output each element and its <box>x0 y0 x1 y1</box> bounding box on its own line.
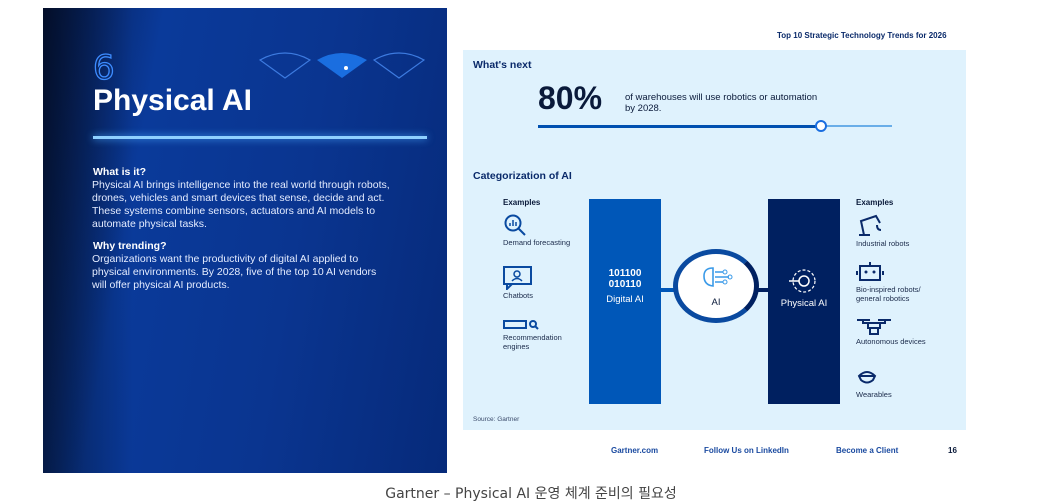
stat-text: of warehouses will use robotics or autom… <box>625 92 817 114</box>
footer-link-linkedin[interactable]: Follow Us on LinkedIn <box>704 446 789 455</box>
ai-label: AI <box>711 297 721 308</box>
digital-ai-block: 101100 010110 Digital AI <box>589 199 661 404</box>
divider <box>93 136 427 139</box>
example-label: Demand forecasting <box>503 238 571 247</box>
line: automate physical tasks. <box>92 218 207 230</box>
line: by 2028. <box>625 103 662 114</box>
brain-network-icon <box>703 267 733 287</box>
line: Physical AI brings intelligence into the… <box>92 179 390 191</box>
example-label: Chatbots <box>503 291 534 300</box>
industrial-robot-icon <box>859 214 882 236</box>
line: 010110 <box>608 279 642 290</box>
line: of warehouses will use robotics or autom… <box>625 92 818 103</box>
example-label: Recommendation engines <box>503 333 562 351</box>
what-text: Physical AI brings intelligence into the… <box>92 179 422 231</box>
progress-fill <box>538 125 822 128</box>
line: will offer physical AI products. <box>92 279 230 291</box>
right-panel: What's next 80% of warehouses will use r… <box>463 50 966 430</box>
ai-circle <box>673 249 759 323</box>
line: These systems combine sensors, actuators… <box>92 205 376 217</box>
what-heading: What is it? <box>93 166 147 178</box>
page-number: 16 <box>948 446 957 455</box>
source-note: Source: Gartner <box>473 416 520 423</box>
example-label: Industrial robots <box>856 239 910 248</box>
connector <box>661 288 674 292</box>
progress-marker <box>815 120 828 132</box>
left-slide: 6 Physical AI What is it? Physical AI br… <box>43 8 447 473</box>
chatbot-icon <box>503 266 532 290</box>
fan-icons <box>258 52 426 79</box>
footer-link-gartner[interactable]: Gartner.com <box>611 446 659 455</box>
whats-next-heading: What's next <box>473 59 532 71</box>
footer-link-client[interactable]: Become a Client <box>836 446 899 455</box>
stat-value: 80% <box>538 80 603 116</box>
robot-head-icon <box>856 262 884 281</box>
drone-icon <box>857 319 891 335</box>
example-label: Bio-inspired robots/ general robotics <box>856 285 921 303</box>
why-heading: Why trending? <box>93 240 167 252</box>
line: 101100 <box>608 268 642 279</box>
left-examples-label: Examples <box>503 198 541 207</box>
document-title: Top 10 Strategic Technology Trends for 2… <box>777 31 947 40</box>
line: drones, vehicles and smart devices that … <box>92 192 385 204</box>
trend-number: 6 <box>92 47 115 88</box>
sensor-eye-icon <box>789 269 816 293</box>
line: Organizations want the productivity of d… <box>92 253 359 265</box>
example-label: Autonomous devices <box>856 337 926 346</box>
physical-ai-label: Physical AI <box>780 298 828 309</box>
binary-text: 101100 010110 <box>589 268 661 290</box>
wearable-icon <box>857 371 877 384</box>
caption: Gartner – Physical AI 운영 체계 준비의 필요성 <box>385 486 677 502</box>
line: physical environments. By 2028, five of … <box>92 266 377 278</box>
why-text: Organizations want the productivity of d… <box>92 253 422 292</box>
digital-ai-label: Digital AI <box>606 294 644 305</box>
connector <box>757 288 769 292</box>
slide-title: Physical AI <box>93 84 252 117</box>
categorization-heading: Categorization of AI <box>473 170 572 182</box>
physical-ai-block: Physical AI <box>768 199 840 404</box>
demand-forecast-icon <box>504 214 526 236</box>
recommendation-icon <box>503 320 539 330</box>
example-label: Wearables <box>856 390 892 399</box>
right-examples-label: Examples <box>856 198 894 207</box>
